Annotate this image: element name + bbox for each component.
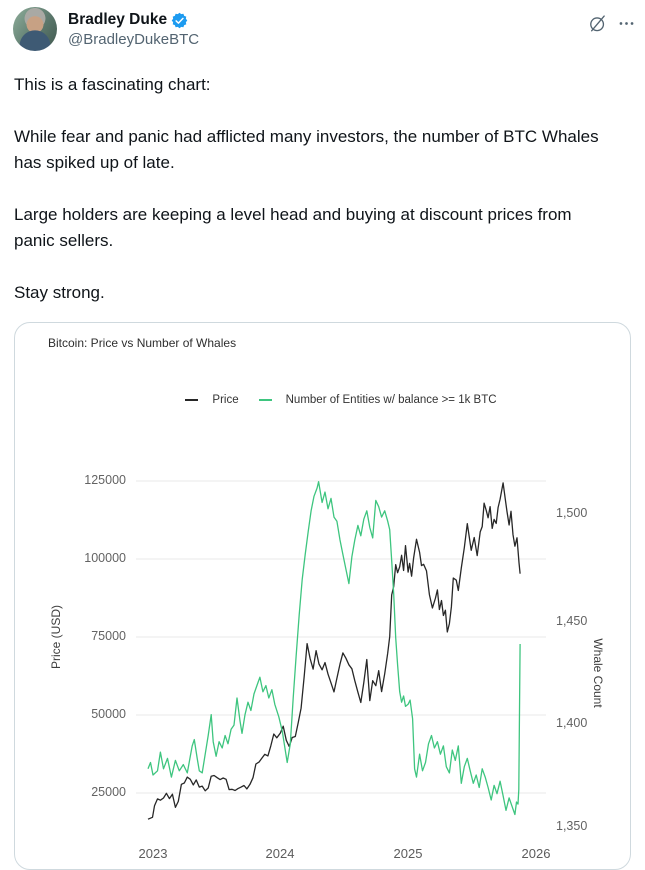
legend-label-whales: Number of Entities w/ balance >= 1k BTC xyxy=(285,394,497,406)
left-axis-tick-label: 50000 xyxy=(91,707,126,721)
chart-legend: Price Number of Entities w/ balance >= 1… xyxy=(136,394,546,406)
chart-plot xyxy=(136,480,546,820)
verified-badge-icon xyxy=(171,12,188,28)
left-axis-title: Price (USD) xyxy=(49,605,63,670)
right-axis-tick-label: 1,350 xyxy=(556,819,588,833)
right-axis-tick-label: 1,450 xyxy=(556,614,588,628)
x-axis-tick-label: 2025 xyxy=(393,846,423,861)
series-line-price xyxy=(147,482,521,820)
x-axis-tick-label: 2026 xyxy=(521,846,551,861)
legend-marker-whales xyxy=(258,399,272,401)
author-block: Bradley Duke @BradleyDukeBTC xyxy=(68,10,199,50)
x-axis-title: Date xyxy=(311,867,371,869)
left-axis-tick-label: 25000 xyxy=(91,785,126,799)
legend-item-whales: Number of Entities w/ balance >= 1k BTC xyxy=(258,394,497,406)
chart-title: Bitcoin: Price vs Number of Whales xyxy=(48,336,237,350)
grok-icon[interactable] xyxy=(588,14,607,33)
right-axis-tick-label: 1,500 xyxy=(556,506,588,520)
right-axis-tick-label: 1,400 xyxy=(556,716,588,730)
legend-label-price: Price xyxy=(212,394,239,406)
tweet-paragraph: While fear and panic had afflicted many … xyxy=(14,127,599,172)
chart-card[interactable]: Bitcoin: Price vs Number of Whales Price… xyxy=(14,322,631,870)
left-axis-tick-label: 75000 xyxy=(91,629,126,643)
left-axis-tick-label: 100000 xyxy=(84,551,126,565)
tweet-paragraph: This is a fascinating chart: xyxy=(14,75,211,94)
tweet-paragraph: Stay strong. xyxy=(14,283,105,302)
user-handle[interactable]: @BradleyDukeBTC xyxy=(68,31,200,48)
tweet-text: This is a fascinating chart: While fear … xyxy=(14,72,616,332)
tweet-paragraph: Large holders are keeping a level head a… xyxy=(14,205,572,250)
left-axis-tick-label: 125000 xyxy=(84,473,126,487)
more-options-icon[interactable] xyxy=(617,14,636,33)
legend-marker-price xyxy=(185,399,199,401)
right-axis-title: Whale Count xyxy=(591,638,605,708)
display-name[interactable]: Bradley Duke xyxy=(68,11,168,28)
legend-item-price: Price xyxy=(185,394,239,406)
series-line-whales xyxy=(147,481,521,816)
x-axis-tick-label: 2024 xyxy=(265,846,295,861)
avatar[interactable] xyxy=(13,7,57,51)
header-actions xyxy=(588,14,636,33)
x-axis-tick-label: 2023 xyxy=(138,846,168,861)
